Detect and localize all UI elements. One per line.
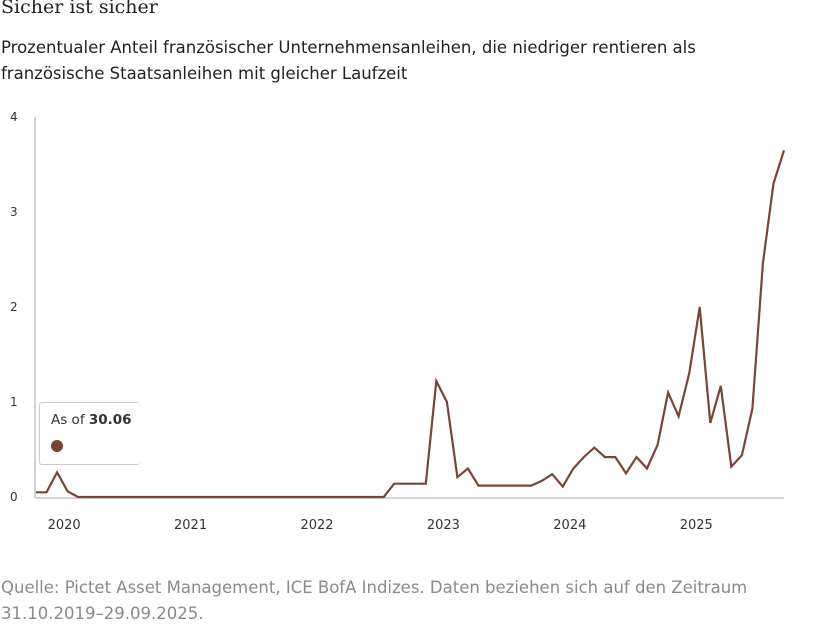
tooltip-prefix: As of [51,412,89,428]
y-tick-label: 1 [10,395,18,409]
x-tick-label: 2022 [300,518,333,533]
line-chart: 0 1 2 3 4 2020 2021 2022 2023 2024 2025 [10,110,786,533]
tooltip-date: 30.06 [88,412,132,428]
tooltip-text: As of 30.06 [51,412,132,428]
chart-title: Sicher ist sicher [1,0,158,18]
chart-subtitle: Prozentualer Anteil französischer Untern… [1,38,696,83]
x-tick-label: 2023 [427,518,460,533]
tooltip-series-marker [51,440,63,452]
tooltip: As of 30.06 [39,402,140,465]
x-tick-label: 2025 [680,518,713,533]
y-tick-label: 0 [10,490,18,504]
y-tick-label: 2 [10,300,18,314]
x-tick-label: 2024 [553,518,586,533]
x-axis: 2020 2021 2022 2023 2024 2025 [48,518,713,533]
y-axis: 0 1 2 3 4 [10,110,18,504]
source-note: Quelle: Pictet Asset Management, ICE Bof… [1,578,748,623]
y-tick-label: 3 [10,205,18,219]
y-tick-label: 4 [10,110,18,124]
series-line [36,149,786,499]
x-tick-label: 2020 [48,518,81,533]
x-tick-label: 2021 [174,518,207,533]
